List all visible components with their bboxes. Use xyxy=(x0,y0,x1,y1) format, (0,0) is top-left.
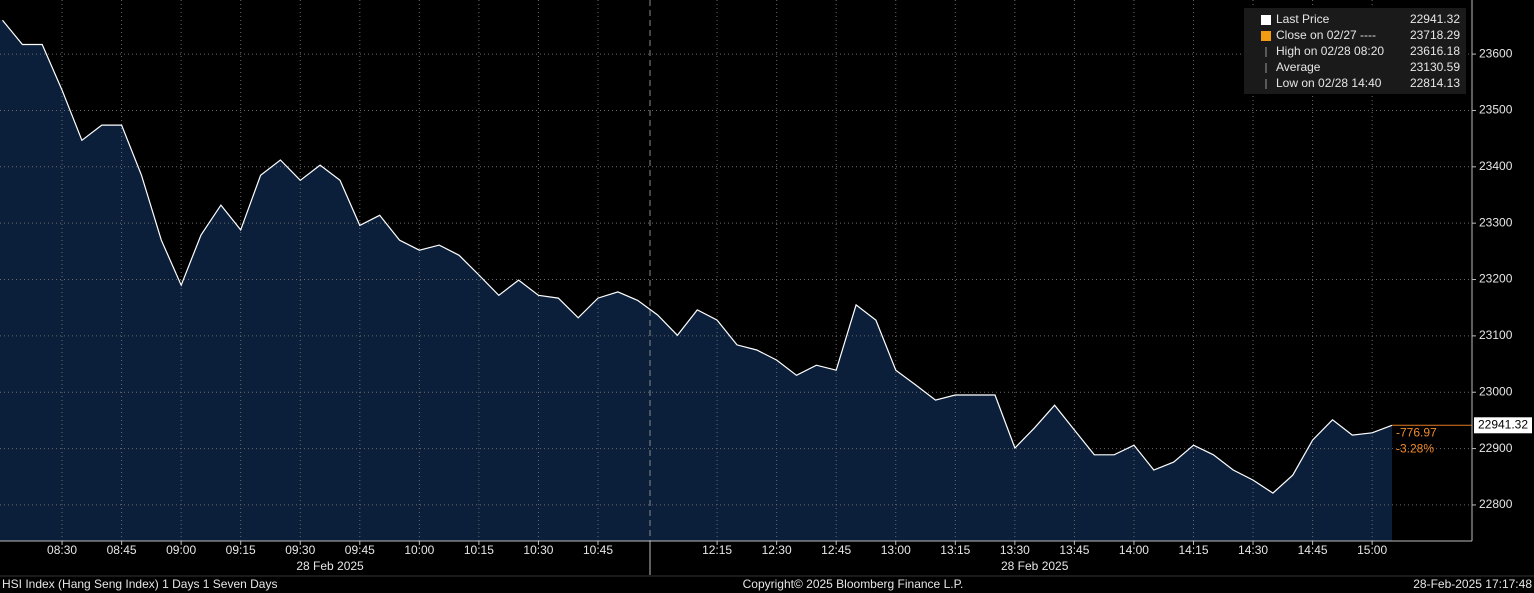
x-tick-label: 09:00 xyxy=(166,543,196,557)
last-price-label: 22941.32 xyxy=(1478,417,1528,431)
legend-swatch xyxy=(1261,31,1271,41)
legend-value: 23616.18 xyxy=(1410,44,1460,58)
x-tick-label: 14:30 xyxy=(1238,543,1268,557)
x-tick-label: 15:00 xyxy=(1357,543,1387,557)
x-tick-label: 14:15 xyxy=(1178,543,1208,557)
plot xyxy=(0,0,1472,542)
x-tick-label: 13:15 xyxy=(940,543,970,557)
y-tick-label: 22900 xyxy=(1479,441,1513,455)
date-label: 28 Feb 2025 xyxy=(296,559,364,573)
x-tick-label: 13:30 xyxy=(1000,543,1030,557)
y-tick-label: 23500 xyxy=(1479,103,1513,117)
legend-value: 23130.59 xyxy=(1410,60,1460,74)
y-tick-label: 22800 xyxy=(1479,497,1513,511)
x-tick-label: 13:00 xyxy=(881,543,911,557)
y-tick-label: 23300 xyxy=(1479,215,1513,229)
legend-value: 22814.13 xyxy=(1410,76,1460,90)
x-tick-label: 09:30 xyxy=(285,543,315,557)
legend-label: Low on 02/28 14:40 xyxy=(1276,76,1382,90)
legend-label: Close on 02/27 ---- xyxy=(1276,28,1376,42)
y-tick-label: 23100 xyxy=(1479,328,1513,342)
x-tick-label: 10:15 xyxy=(464,543,494,557)
change-label: -3.28% xyxy=(1396,441,1434,455)
x-tick-label: 10:45 xyxy=(583,543,613,557)
footer-right: 28-Feb-2025 17:17:48 xyxy=(1413,577,1532,591)
x-tick-label: 12:45 xyxy=(821,543,851,557)
last-price-tag xyxy=(1474,417,1532,434)
x-tick-label: 13:45 xyxy=(1059,543,1089,557)
y-tick-label: 23200 xyxy=(1479,272,1513,286)
y-tick-label: 23000 xyxy=(1479,384,1513,398)
x-tick-label: 09:45 xyxy=(345,543,375,557)
x-tick-label: 09:15 xyxy=(226,543,256,557)
x-tick-label: 14:00 xyxy=(1119,543,1149,557)
footer-left: HSI Index (Hang Seng Index) 1 Days 1 Sev… xyxy=(2,577,277,591)
price-line xyxy=(2,19,1393,494)
x-tick-label: 12:30 xyxy=(762,543,792,557)
area-fill xyxy=(0,20,1392,542)
legend-label: Average xyxy=(1276,60,1321,74)
legend-label: Last Price xyxy=(1276,12,1330,26)
x-tick-label: 08:45 xyxy=(107,543,137,557)
legend-value: 22941.32 xyxy=(1410,12,1460,26)
x-tick-label: 08:30 xyxy=(47,543,77,557)
y-tick-label: 23400 xyxy=(1479,159,1513,173)
legend-swatch xyxy=(1261,15,1271,25)
x-tick-label: 10:30 xyxy=(523,543,553,557)
change-label: -776.97 xyxy=(1396,425,1437,439)
x-tick-label: 12:15 xyxy=(702,543,732,557)
legend-value: 23718.29 xyxy=(1410,28,1460,42)
date-label: 28 Feb 2025 xyxy=(1001,559,1069,573)
legend: Last Price 22941.32 Close on 02/27 ---- 237… xyxy=(1261,12,1460,90)
x-tick-label: 10:00 xyxy=(404,543,434,557)
footer-center: Copyright© 2025 Bloomberg Finance L.P. xyxy=(743,577,964,591)
x-tick-label: 14:45 xyxy=(1298,543,1328,557)
legend-label: High on 02/28 08:20 xyxy=(1276,44,1384,58)
y-tick-label: 23600 xyxy=(1479,46,1513,60)
legend-box xyxy=(1244,8,1466,94)
